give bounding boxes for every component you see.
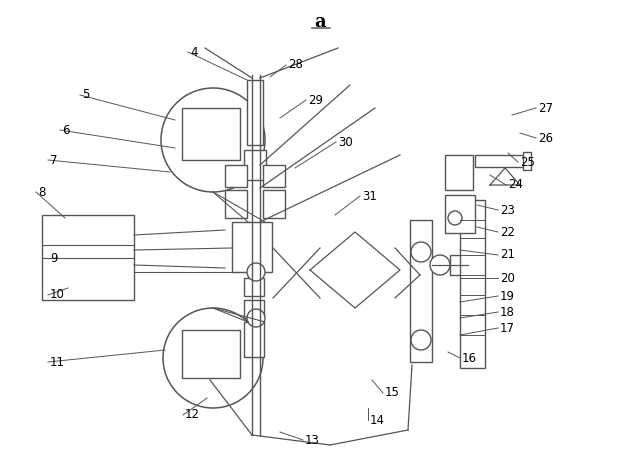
Bar bbox=[225, 190, 247, 218]
Bar bbox=[475, 155, 525, 167]
Text: a: a bbox=[314, 13, 326, 31]
Bar bbox=[460, 200, 485, 368]
Text: 14: 14 bbox=[370, 414, 385, 427]
Circle shape bbox=[163, 308, 263, 408]
Text: 30: 30 bbox=[338, 135, 353, 149]
Bar bbox=[225, 165, 247, 187]
Circle shape bbox=[247, 263, 265, 281]
Bar bbox=[182, 330, 240, 378]
Text: 8: 8 bbox=[38, 186, 45, 199]
Circle shape bbox=[161, 88, 265, 192]
Bar bbox=[247, 80, 263, 145]
Text: 22: 22 bbox=[500, 226, 515, 238]
Bar bbox=[182, 108, 240, 160]
Text: 31: 31 bbox=[362, 190, 377, 202]
Circle shape bbox=[448, 211, 462, 225]
Text: 25: 25 bbox=[520, 155, 535, 169]
Text: 9: 9 bbox=[50, 251, 58, 265]
Text: 13: 13 bbox=[305, 434, 320, 446]
Circle shape bbox=[430, 255, 450, 275]
Text: 17: 17 bbox=[500, 322, 515, 334]
Bar bbox=[523, 152, 531, 170]
Text: 11: 11 bbox=[50, 355, 65, 369]
Text: 6: 6 bbox=[62, 124, 70, 136]
Text: 16: 16 bbox=[462, 352, 477, 364]
Bar bbox=[244, 278, 264, 296]
Bar bbox=[244, 300, 264, 318]
Bar bbox=[244, 322, 264, 357]
Text: 18: 18 bbox=[500, 305, 515, 319]
Bar bbox=[42, 215, 134, 300]
Bar bbox=[232, 222, 272, 272]
Circle shape bbox=[411, 330, 431, 350]
Text: 4: 4 bbox=[190, 46, 197, 58]
Bar bbox=[445, 155, 473, 190]
Bar bbox=[244, 150, 266, 180]
Text: 5: 5 bbox=[82, 88, 89, 102]
Bar bbox=[263, 190, 285, 218]
Text: 26: 26 bbox=[538, 132, 553, 144]
Bar bbox=[263, 165, 285, 187]
Text: 27: 27 bbox=[538, 102, 553, 114]
Bar bbox=[445, 195, 475, 233]
Text: 7: 7 bbox=[50, 153, 58, 167]
Text: 10: 10 bbox=[50, 288, 65, 302]
Circle shape bbox=[411, 242, 431, 262]
Text: 24: 24 bbox=[508, 179, 523, 191]
Bar bbox=[410, 220, 432, 362]
Text: 15: 15 bbox=[385, 387, 400, 399]
Bar bbox=[450, 255, 472, 275]
Text: 12: 12 bbox=[185, 408, 200, 421]
Text: 28: 28 bbox=[288, 58, 303, 72]
Text: 20: 20 bbox=[500, 272, 515, 285]
Text: 29: 29 bbox=[308, 94, 323, 106]
Circle shape bbox=[247, 309, 265, 327]
Text: 19: 19 bbox=[500, 289, 515, 303]
Text: 23: 23 bbox=[500, 203, 515, 217]
Text: 21: 21 bbox=[500, 248, 515, 262]
